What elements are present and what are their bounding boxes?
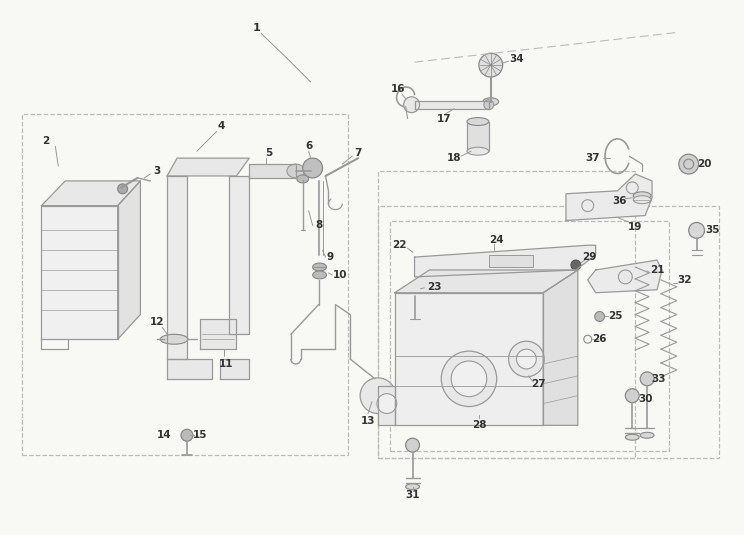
Polygon shape (200, 319, 237, 349)
Ellipse shape (626, 434, 639, 440)
Text: 15: 15 (193, 430, 207, 440)
Text: 22: 22 (392, 240, 407, 250)
Ellipse shape (467, 147, 489, 155)
Polygon shape (249, 164, 296, 178)
Circle shape (360, 378, 396, 414)
Circle shape (405, 438, 420, 452)
Polygon shape (42, 181, 141, 205)
Text: 9: 9 (327, 252, 334, 262)
Ellipse shape (405, 484, 420, 490)
Text: 35: 35 (705, 225, 719, 235)
Text: 1: 1 (252, 22, 260, 33)
Circle shape (594, 311, 605, 322)
Ellipse shape (160, 334, 188, 344)
Circle shape (181, 429, 193, 441)
Text: 19: 19 (628, 223, 642, 232)
Text: 29: 29 (583, 252, 597, 262)
Text: 11: 11 (219, 359, 234, 369)
Ellipse shape (297, 175, 309, 183)
Circle shape (618, 270, 632, 284)
Circle shape (441, 351, 497, 407)
Text: 33: 33 (652, 374, 666, 384)
Polygon shape (118, 181, 141, 339)
Text: 37: 37 (586, 153, 600, 163)
Polygon shape (219, 359, 249, 379)
Text: 3: 3 (153, 166, 161, 176)
Text: 25: 25 (608, 311, 623, 322)
Polygon shape (588, 260, 662, 293)
Bar (467, 121, 489, 151)
Text: 34: 34 (509, 54, 524, 64)
Polygon shape (414, 245, 596, 277)
Text: 10: 10 (333, 270, 347, 280)
Bar (378, 205, 719, 458)
Polygon shape (543, 270, 578, 425)
Text: 20: 20 (697, 159, 712, 169)
Text: 8: 8 (315, 220, 322, 231)
Text: 26: 26 (592, 334, 607, 344)
Text: 32: 32 (678, 275, 692, 285)
Polygon shape (167, 158, 249, 176)
Text: 23: 23 (427, 282, 442, 292)
Bar (390, 221, 669, 451)
Text: 4: 4 (218, 121, 225, 132)
Ellipse shape (640, 432, 654, 438)
Circle shape (640, 372, 654, 386)
Text: 14: 14 (157, 430, 172, 440)
Polygon shape (395, 293, 543, 425)
Text: 13: 13 (361, 416, 375, 426)
Text: 18: 18 (447, 153, 461, 163)
Polygon shape (167, 359, 212, 379)
Text: 17: 17 (437, 113, 452, 124)
Ellipse shape (312, 271, 327, 279)
Circle shape (516, 349, 536, 369)
Text: 21: 21 (650, 265, 664, 275)
Ellipse shape (483, 98, 498, 106)
Circle shape (404, 97, 420, 113)
Text: 27: 27 (531, 379, 545, 389)
Ellipse shape (312, 263, 327, 271)
Text: 24: 24 (490, 235, 504, 245)
Polygon shape (414, 101, 489, 109)
Ellipse shape (633, 192, 651, 200)
Text: 16: 16 (391, 84, 405, 94)
Text: 6: 6 (305, 141, 312, 151)
Text: 5: 5 (266, 148, 273, 158)
Polygon shape (378, 386, 395, 425)
Circle shape (303, 158, 322, 178)
Bar (22, 113, 348, 455)
Circle shape (679, 154, 699, 174)
Ellipse shape (287, 164, 305, 178)
Circle shape (509, 341, 544, 377)
Text: 2: 2 (42, 136, 49, 147)
Polygon shape (395, 270, 578, 293)
Circle shape (377, 394, 397, 414)
Circle shape (484, 100, 494, 110)
Circle shape (479, 54, 503, 77)
Circle shape (626, 389, 639, 402)
Circle shape (571, 260, 581, 270)
Ellipse shape (633, 196, 651, 204)
Text: 31: 31 (405, 490, 420, 500)
Polygon shape (566, 174, 652, 220)
Text: 30: 30 (638, 394, 652, 403)
Polygon shape (167, 176, 187, 359)
Text: 7: 7 (354, 148, 362, 158)
Circle shape (451, 361, 487, 396)
Polygon shape (42, 205, 118, 339)
Circle shape (689, 223, 705, 238)
Text: 12: 12 (150, 317, 164, 327)
Text: 28: 28 (472, 421, 486, 430)
Polygon shape (229, 176, 249, 334)
Circle shape (118, 184, 127, 194)
Text: 36: 36 (612, 196, 626, 205)
Bar (378, 171, 635, 458)
Ellipse shape (467, 118, 489, 126)
Circle shape (408, 284, 420, 296)
Bar (489, 255, 533, 267)
